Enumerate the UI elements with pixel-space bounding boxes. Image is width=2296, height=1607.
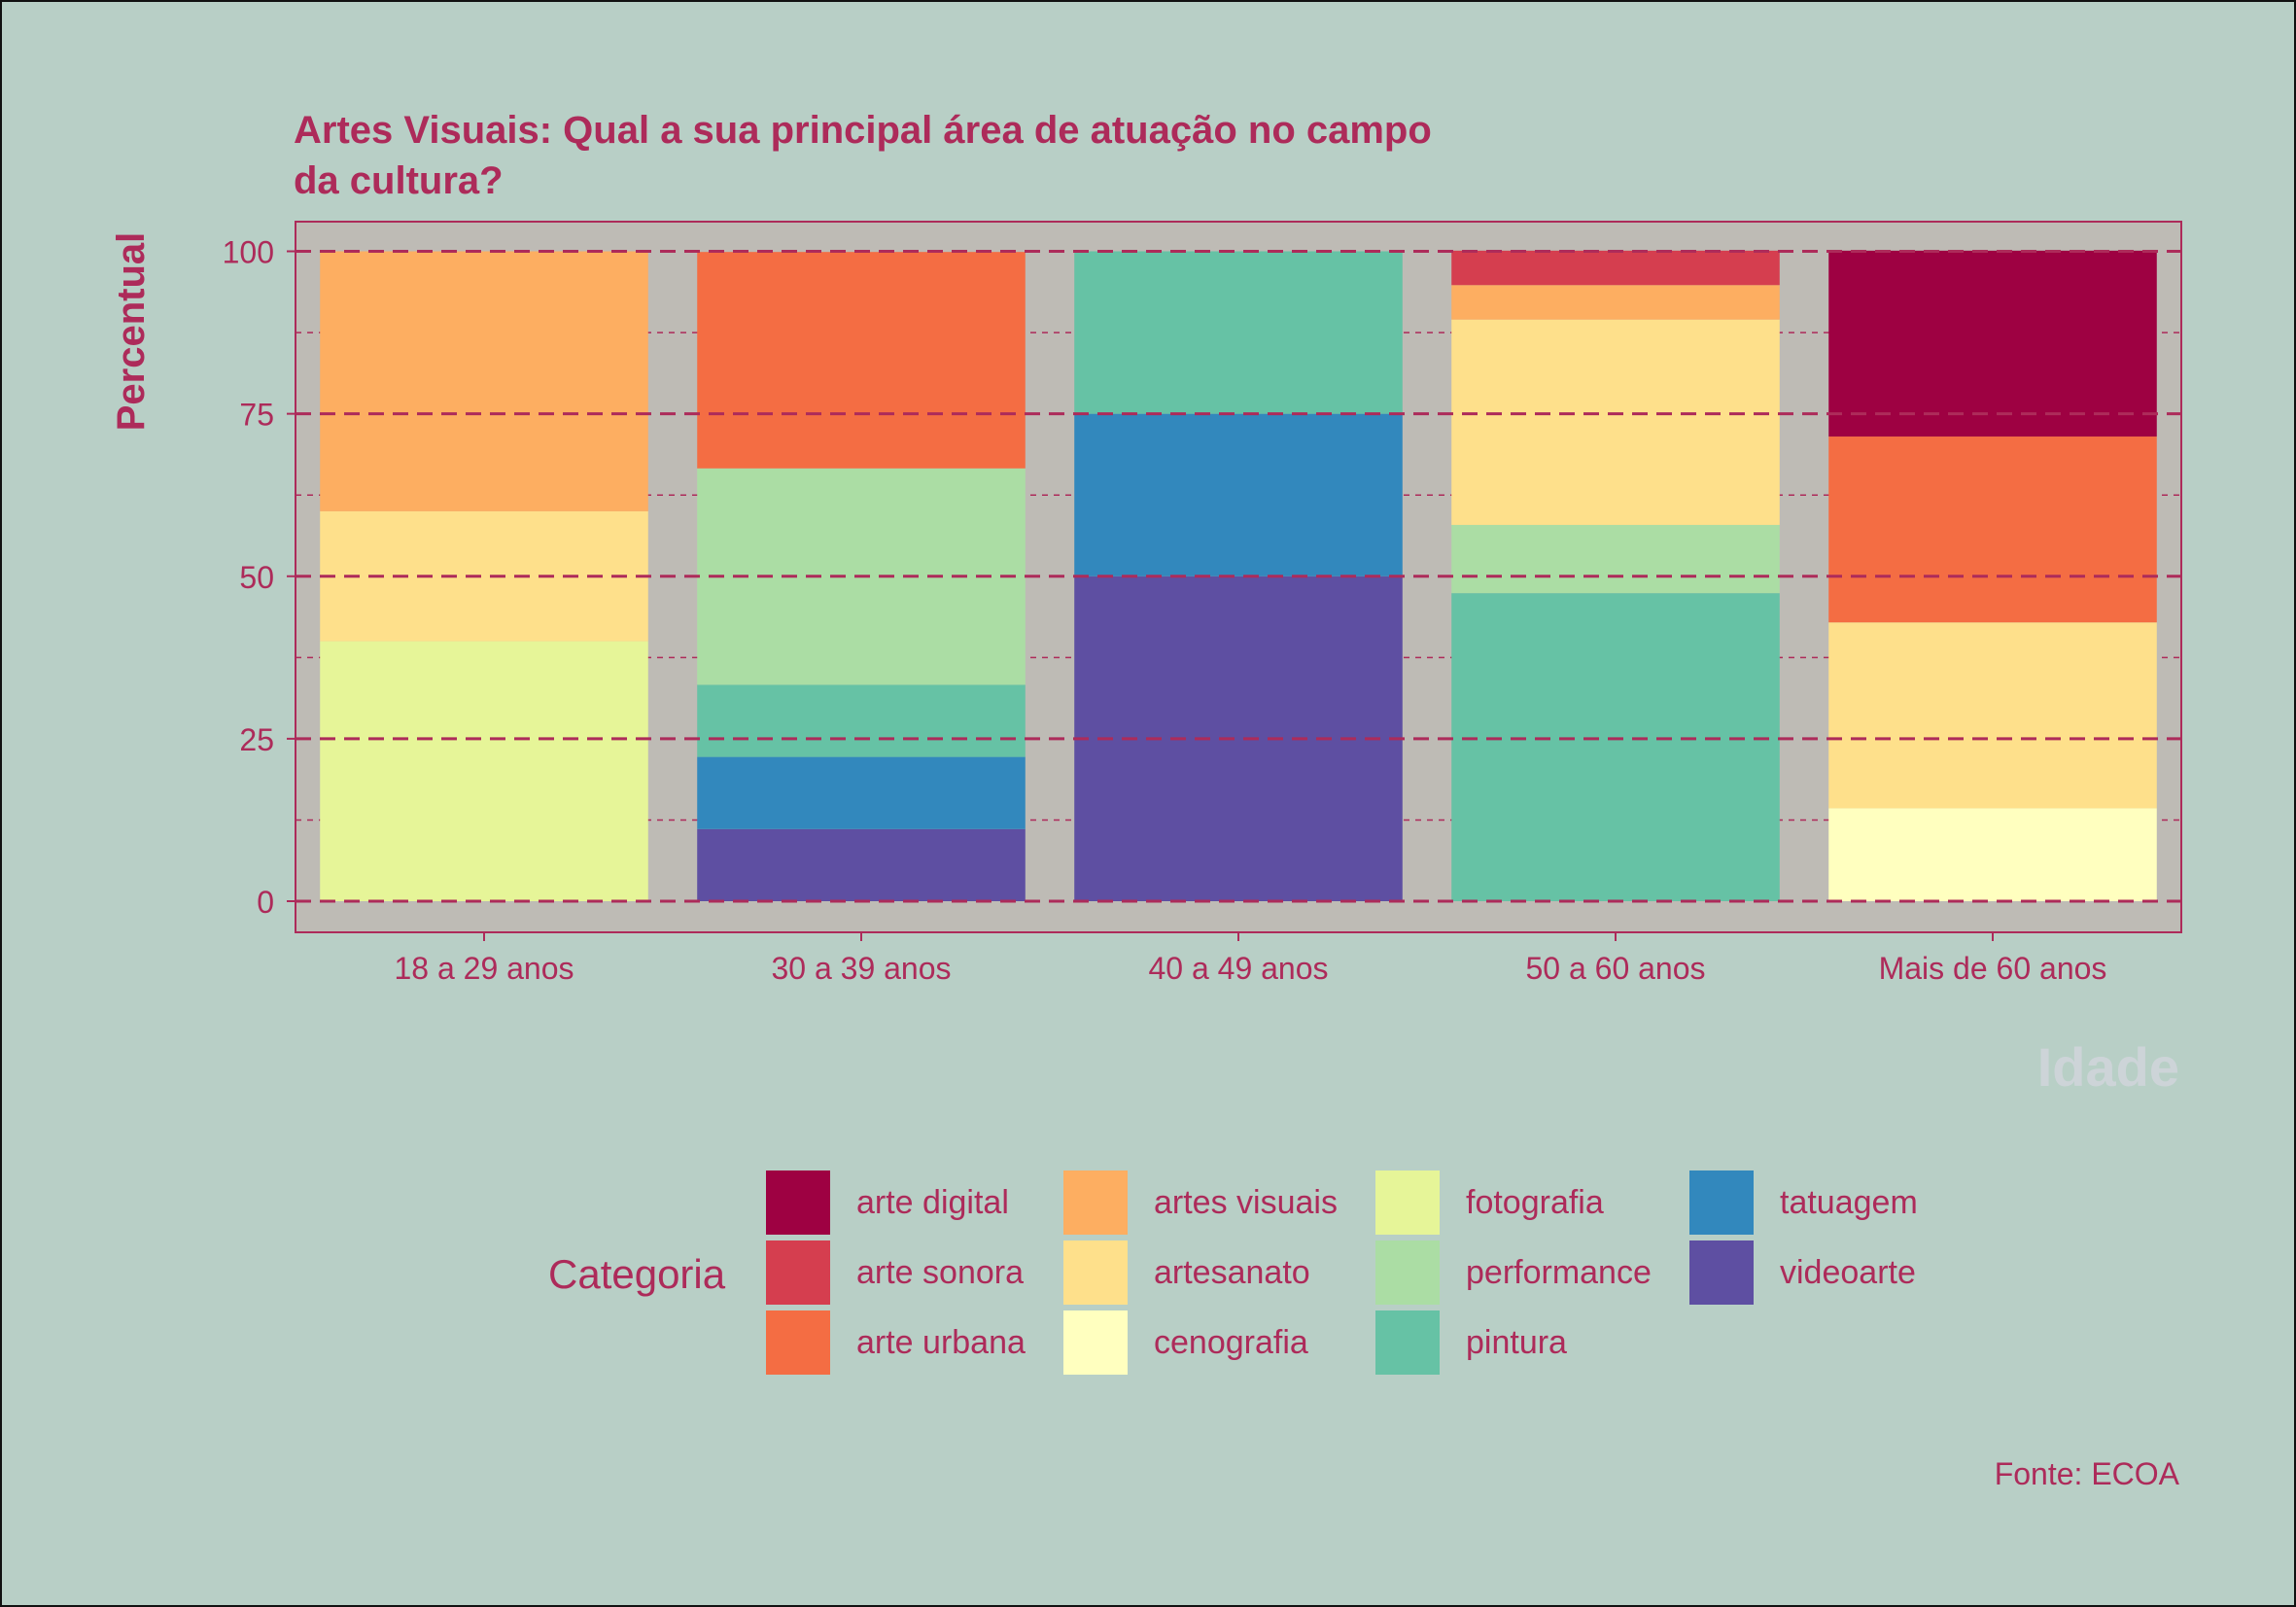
legend-label: performance	[1466, 1254, 1652, 1291]
bar-segment	[1828, 808, 2157, 901]
legend-label: pintura	[1466, 1324, 1567, 1361]
legend-swatch	[766, 1240, 830, 1305]
bar-segment	[1828, 437, 2157, 623]
bar-segment	[1828, 622, 2157, 809]
legend-swatch	[1689, 1170, 1754, 1235]
legend-swatch	[1689, 1240, 1754, 1305]
bar-segment	[697, 252, 1026, 469]
legend-label: arte sonora	[856, 1254, 1024, 1291]
x-tick-label: Mais de 60 anos	[1879, 951, 2107, 986]
legend-swatch	[1375, 1240, 1440, 1305]
legend-label: arte digital	[856, 1184, 1009, 1221]
legend-label: arte urbana	[856, 1324, 1026, 1361]
bar-segment	[320, 641, 648, 901]
legend-swatch	[1063, 1240, 1128, 1305]
bar-segment	[1451, 319, 1780, 525]
legend-swatch	[1063, 1310, 1128, 1375]
y-tick-label: 100	[223, 235, 274, 270]
legend-swatch	[1375, 1310, 1440, 1375]
legend: arte digital arte sonora arte urbana artes …	[766, 1170, 1918, 1375]
bar-segment	[697, 684, 1026, 757]
x-tick-label: 18 a 29 anos	[394, 951, 574, 986]
legend-swatch	[766, 1310, 830, 1375]
y-tick-label: 25	[239, 722, 274, 757]
caption: Fonte: ECOA	[1995, 1456, 2180, 1491]
legend-label: videoarte	[1780, 1254, 1916, 1291]
y-tick-label: 0	[257, 885, 274, 920]
bar-segment	[1451, 524, 1780, 594]
legend-label: artes visuais	[1154, 1184, 1338, 1221]
chart-title: Artes Visuais: Qual a sua principal área…	[294, 109, 1432, 152]
x-tick-label: 30 a 39 anos	[771, 951, 951, 986]
bar-segment	[697, 828, 1026, 901]
legend-label: artesanato	[1154, 1254, 1310, 1291]
bars	[320, 250, 2157, 901]
bar-segment	[1828, 250, 2157, 437]
bar-segment	[1451, 593, 1780, 901]
x-axis-label: Idade	[2037, 1036, 2179, 1098]
legend-title: Categoria	[548, 1251, 726, 1297]
legend-label: fotografia	[1466, 1184, 1604, 1221]
chart-title-line-2: da cultura?	[294, 159, 504, 202]
bar-segment	[697, 756, 1026, 829]
y-tick-label: 75	[239, 398, 274, 433]
bar-segment	[320, 251, 648, 511]
bar-segment	[1451, 285, 1780, 320]
y-tick-label: 50	[239, 560, 274, 595]
bar-segment	[1074, 413, 1403, 576]
legend-swatch	[1375, 1170, 1440, 1235]
x-tick-label: 50 a 60 anos	[1525, 951, 1705, 986]
legend-label: tatuagem	[1780, 1184, 1918, 1221]
legend-label: cenografia	[1154, 1324, 1308, 1361]
y-axis-label: Percentual	[110, 232, 153, 432]
x-tick-label: 40 a 49 anos	[1148, 951, 1328, 986]
legend-swatch	[1063, 1170, 1128, 1235]
bar-segment	[1451, 250, 1780, 286]
bar-segment	[1074, 251, 1403, 414]
x-axis-ticks: 18 a 29 anos 30 a 39 anos 40 a 49 anos 50 a…	[394, 932, 2106, 986]
y-axis-ticks: 0 25 50 75 100	[223, 235, 296, 920]
legend-swatch	[766, 1170, 830, 1235]
